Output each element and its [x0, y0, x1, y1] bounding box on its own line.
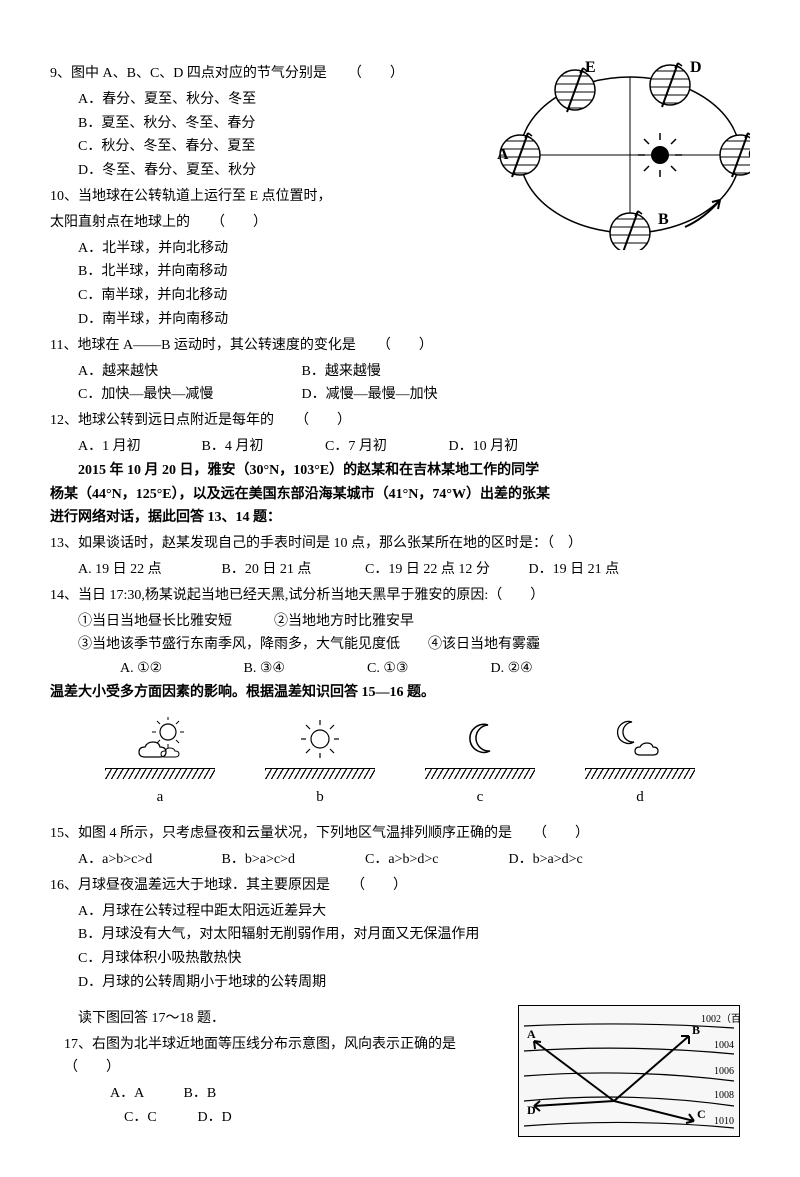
q14-opt: D. ②④: [491, 657, 611, 681]
q17-opt: D．D: [198, 1106, 268, 1130]
q13-opt: B．20 日 21 点: [222, 558, 362, 582]
q15-opt: B．b>a>c>d: [222, 848, 362, 872]
svg-text:D: D: [690, 60, 702, 76]
svg-text:C: C: [697, 1107, 706, 1121]
q14-sub1: ①当日当地昼长比雅安短 ②当地地方时比雅安早: [78, 610, 750, 634]
sun-icon: [295, 717, 345, 762]
q15-opt: A．a>b>c>d: [78, 848, 218, 872]
q14-sub2: ③当地该季节盛行东南季风，降雨多，大气能见度低 ④该日当地有雾霾: [78, 633, 750, 657]
q15-opt: C．a>b>d>c: [365, 848, 505, 872]
q16-opt: C．月球体积小吸热散热快: [78, 947, 750, 971]
context1-l1: 2015 年 10 月 20 日，雅安（30°N，103°E）的赵某和在吉林某地…: [50, 459, 750, 483]
sun-cloud-icon: [130, 717, 190, 762]
q11-opt: C．加快—最快—减慢: [78, 383, 298, 407]
q15-opt: D．b>a>d>c: [509, 848, 649, 872]
q10-opt: C．南半球，并向北移动: [78, 284, 750, 308]
moon-cloud-icon: [610, 717, 670, 762]
svg-text:C: C: [748, 146, 750, 163]
q12-opt: D．10 月初: [449, 435, 569, 459]
q14-opt: C. ①③: [367, 657, 487, 681]
q17-opt: B．B: [184, 1082, 254, 1106]
q10-opt: B．北半球，并向南移动: [78, 260, 750, 284]
q12-opt: B．4 月初: [202, 435, 322, 459]
q10-opt: D．南半球，并向南移动: [78, 308, 750, 332]
svg-text:1010: 1010: [714, 1116, 734, 1127]
q16-opt: D．月球的公转周期小于地球的公转周期: [78, 971, 750, 995]
svg-text:A: A: [497, 146, 509, 163]
weather-label-b: b: [316, 785, 324, 811]
q13-opt: D．19 日 21 点: [529, 558, 669, 582]
q14-opt: A. ①②: [120, 657, 240, 681]
q12-opt: A．1 月初: [78, 435, 198, 459]
q15-stem: 15、如图 4 所示，只考虑昼夜和云量状况，下列地区气温排列顺序正确的是 （ ）: [50, 822, 750, 846]
q16-opt: B．月球没有大气，对太阳辐射无削弱作用，对月面又无保温作用: [78, 923, 750, 947]
moon-icon: [460, 717, 500, 762]
q11-opt: B．越来越慢: [302, 360, 442, 384]
svg-text:B: B: [658, 211, 669, 228]
q13-stem: 13、如果谈话时，赵某发现自己的手表时间是 10 点，那么张某所在地的区时是：（…: [50, 532, 750, 556]
q17-opt: C．C: [110, 1106, 194, 1130]
svg-text:B: B: [692, 1023, 700, 1037]
svg-text:D: D: [527, 1103, 536, 1117]
svg-text:E: E: [585, 60, 596, 76]
context2: 温差大小受多方面因素的影响。根据温差知识回答 15—16 题。: [50, 681, 750, 705]
q12-stem: 12、地球公转到远日点附近是每年的 （ ）: [50, 409, 750, 433]
q11-opt: A．越来越快: [78, 360, 298, 384]
weather-label-d: d: [636, 785, 644, 811]
weather-diagram: a b c d: [80, 717, 720, 811]
orbit-diagram: A B C D E: [490, 60, 750, 250]
context1-l2: 杨某（44°N，125°E），以及远在美国东部沿海某城市（41°N，74°W）出…: [50, 483, 750, 507]
q12-opt: C．7 月初: [325, 435, 445, 459]
weather-label-c: c: [477, 785, 484, 811]
q14-opt: B. ③④: [244, 657, 364, 681]
q17-opt: A．A: [110, 1082, 180, 1106]
q11-stem: 11、地球在 A——B 运动时，其公转速度的变化是 （ ）: [50, 334, 750, 358]
q16-stem: 16、月球昼夜温差远大于地球．其主要原因是 （ ）: [50, 874, 750, 898]
svg-text:1008: 1008: [714, 1090, 734, 1101]
q13-opt: C．19 日 22 点 12 分: [365, 558, 525, 582]
q11-opt: D．减慢—最慢—加快: [302, 383, 442, 407]
q13-opt: A. 19 日 22 点: [78, 558, 218, 582]
svg-text:1002（百帕）: 1002（百帕）: [701, 1012, 740, 1025]
q14-stem: 14、当日 17:30,杨某说起当地已经天黑,试分析当地天黑早于雅安的原因:（ …: [50, 584, 750, 608]
context1-l3: 进行网络对话，据此回答 13、14 题：: [50, 506, 750, 530]
svg-text:1006: 1006: [714, 1066, 734, 1077]
svg-text:A: A: [527, 1027, 536, 1041]
isobar-diagram: 1002（百帕） 1004 1006 1008 1010 A B C D: [518, 1005, 740, 1137]
weather-label-a: a: [157, 785, 164, 811]
q16-opt: A．月球在公转过程中距太阳远近差异大: [78, 900, 750, 924]
svg-text:1004: 1004: [714, 1040, 734, 1051]
